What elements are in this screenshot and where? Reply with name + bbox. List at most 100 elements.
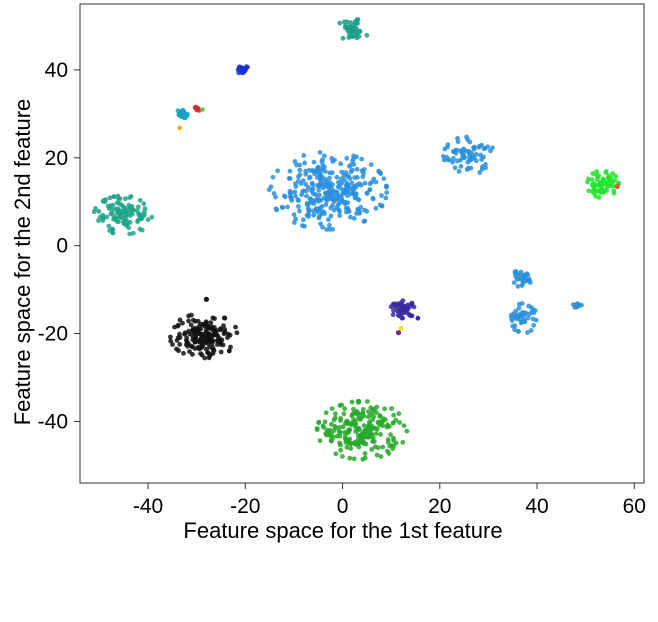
data-point-cluster-9 [525, 315, 531, 321]
data-point-cluster-5 [368, 162, 374, 168]
data-point-cluster-12 [203, 346, 209, 352]
data-point-cluster-5 [358, 182, 364, 188]
data-point-cluster-7 [145, 217, 151, 223]
data-point-cluster-4 [440, 154, 446, 159]
data-point-cluster-13 [314, 426, 320, 431]
data-point-cluster-13 [351, 417, 356, 422]
data-point-cluster-7 [129, 207, 135, 213]
data-point-cluster-12 [217, 338, 223, 344]
data-point-cluster-5 [379, 193, 384, 198]
data-point-cluster-13 [355, 432, 361, 438]
data-point-cluster-12 [221, 323, 226, 329]
data-point-cluster-4 [478, 152, 483, 158]
data-point-cluster-4 [442, 146, 448, 152]
data-point-cluster-5 [335, 202, 341, 208]
data-point-cluster-12 [183, 342, 189, 348]
data-point-cluster-13 [380, 423, 386, 428]
data-point-cluster-13 [347, 427, 353, 433]
data-point-cluster-5 [314, 168, 320, 174]
data-point-cluster-5 [307, 175, 312, 181]
data-point-cluster-4 [452, 165, 458, 171]
data-point-cluster-4 [451, 156, 456, 161]
data-point-cluster-13 [374, 452, 380, 458]
data-point-cluster-5 [311, 201, 317, 207]
data-point-cluster-7 [93, 206, 98, 211]
data-point-cluster-5 [310, 168, 316, 174]
data-point-cluster-0 [355, 21, 360, 26]
data-point-cluster-4 [471, 145, 476, 150]
data-point-cluster-12 [233, 324, 238, 330]
data-point-cluster-8 [519, 283, 525, 288]
data-point-cluster-13 [344, 437, 350, 443]
data-point-cluster-13 [370, 435, 376, 441]
data-point-cluster-5 [354, 166, 360, 172]
data-point-cluster-6 [593, 193, 598, 199]
data-point-cluster-6 [611, 188, 617, 194]
data-point-cluster-7 [106, 223, 112, 229]
data-point-cluster-5 [334, 190, 340, 196]
data-point-cluster-5 [339, 197, 345, 203]
data-point-cluster-5 [328, 196, 333, 202]
data-point-cluster-5 [326, 217, 331, 223]
data-point-cluster-5 [318, 172, 323, 178]
data-point-cluster-6 [608, 175, 614, 181]
data-point-cluster-13 [331, 417, 337, 423]
data-point-cluster-12 [187, 349, 192, 354]
data-point-cluster-6 [613, 173, 618, 179]
data-point-cluster-5 [322, 176, 328, 182]
data-point-cluster-12 [168, 334, 173, 340]
data-point-cluster-5 [383, 195, 389, 201]
data-point-cluster-5 [275, 168, 280, 174]
data-point-cluster-13 [365, 414, 371, 420]
data-point-cluster-5 [268, 184, 274, 190]
data-point-cluster-12 [221, 331, 227, 337]
data-point-cluster-5 [271, 191, 277, 196]
data-point-cluster-9 [529, 305, 534, 310]
data-point-cluster-12 [182, 330, 188, 336]
data-point-cluster-12 [188, 322, 194, 328]
data-point-cluster-7 [96, 209, 102, 214]
data-point-cluster-5 [330, 159, 336, 164]
data-point-cluster-12 [205, 341, 211, 347]
data-point-cluster-13 [376, 419, 381, 425]
data-point-cluster-5 [378, 171, 383, 176]
data-point-cluster-11 [407, 304, 413, 310]
data-point-cluster-5 [345, 200, 351, 206]
data-point-cluster-5 [288, 190, 294, 196]
data-point-cluster-0 [364, 32, 370, 38]
data-point-cluster-5 [297, 167, 303, 173]
data-point-cluster-5 [286, 176, 292, 181]
data-point-cluster-5 [322, 164, 327, 170]
data-point-cluster-12 [202, 324, 208, 329]
data-point-cluster-13 [377, 413, 383, 418]
data-point-cluster-5 [288, 196, 294, 202]
data-point-cluster-0 [357, 29, 363, 34]
data-point-cluster-9 [528, 328, 534, 333]
data-point-cluster-5 [270, 174, 276, 180]
data-point-cluster-4 [457, 148, 463, 154]
x-tick-label: 60 [623, 495, 646, 518]
data-point-cluster-12 [177, 317, 183, 323]
data-point-cluster-13 [340, 424, 346, 430]
data-point-cluster-6 [598, 190, 603, 195]
data-point-cluster-5 [316, 187, 322, 193]
data-point-cluster-5 [293, 193, 298, 199]
data-point-cluster-5 [384, 183, 389, 189]
data-point-cluster-5 [273, 206, 279, 212]
data-point-extra [239, 66, 247, 74]
data-point-extra [573, 301, 581, 309]
data-point-cluster-7 [107, 228, 113, 234]
data-point-cluster-12 [208, 352, 214, 357]
y-tick-label: 40 [45, 59, 68, 82]
data-point-cluster-13 [360, 437, 366, 443]
data-point-cluster-9 [516, 305, 522, 311]
data-point-cluster-5 [361, 219, 367, 224]
data-point-cluster-5 [351, 216, 357, 221]
data-point-cluster-13 [365, 399, 370, 404]
data-point-cluster-7 [108, 203, 113, 209]
data-point-cluster-7 [116, 200, 122, 206]
data-point-cluster-12 [198, 345, 204, 351]
data-point-cluster-7 [107, 195, 113, 201]
data-point-cluster-5 [273, 194, 278, 200]
data-point-cluster-13 [390, 420, 396, 425]
